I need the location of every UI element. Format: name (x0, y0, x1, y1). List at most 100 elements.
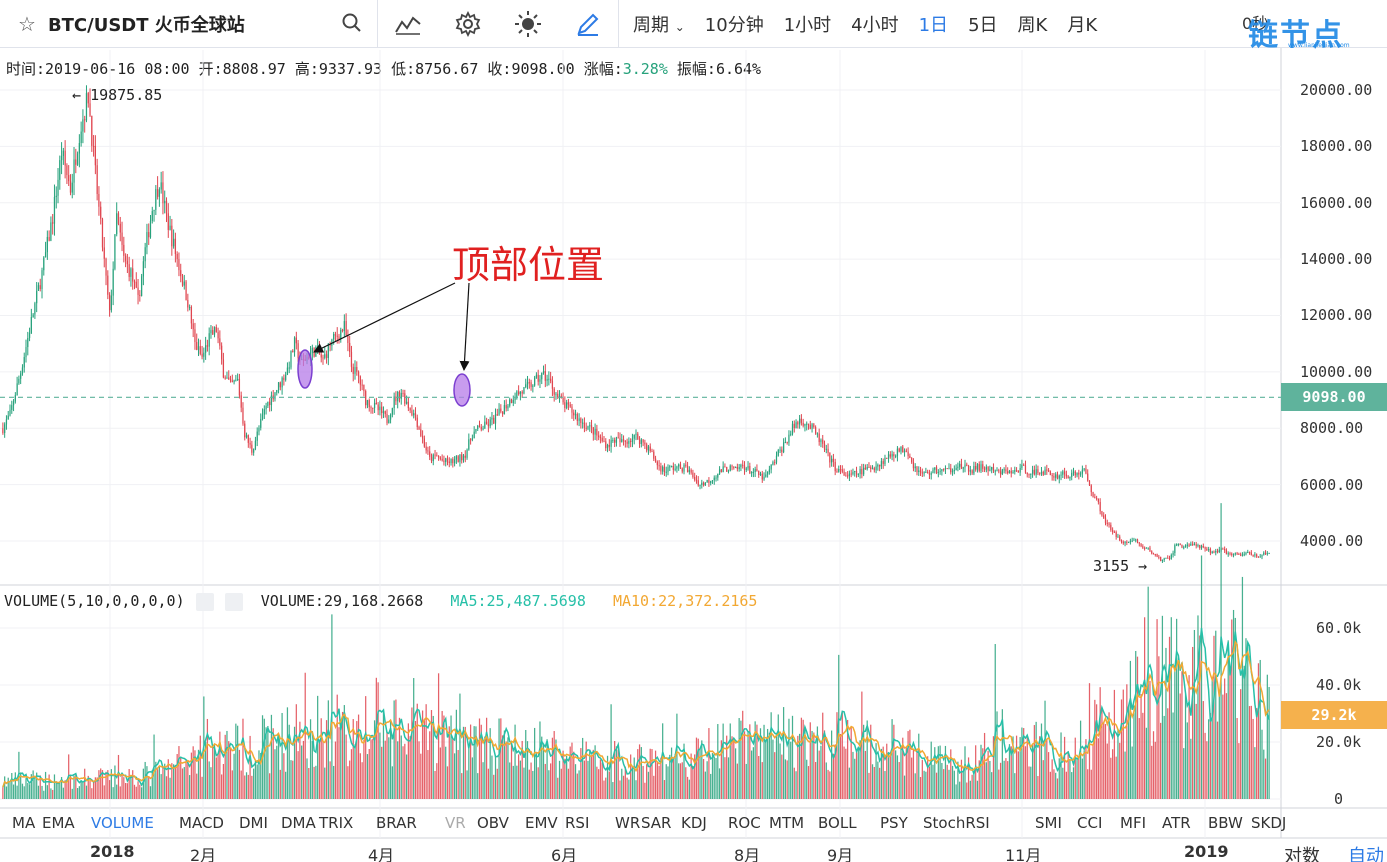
indicator-tab-boll[interactable]: BOLL (818, 814, 857, 832)
indicator-tab-mtm[interactable]: MTM (769, 814, 805, 832)
volume-bar (507, 737, 509, 799)
candle-body (124, 255, 127, 261)
volume-bar (1247, 642, 1249, 799)
volume-bar (875, 743, 877, 799)
period-week[interactable]: 周K (1017, 14, 1048, 36)
candle-body (372, 407, 374, 409)
indicator-tab-macd[interactable]: MACD (179, 814, 224, 832)
candle-body (373, 402, 376, 409)
indicator-tab-wr[interactable]: WR (615, 814, 641, 832)
candle-body (1049, 471, 1051, 476)
volume-bar (237, 725, 239, 799)
period-10min[interactable]: 10分钟 (704, 14, 764, 36)
time-axis[interactable]: 2018 2月 4月 6月 8月 9月 11月 2019 (0, 838, 1387, 862)
indicator-tab-skdj[interactable]: SKDJ (1251, 814, 1287, 832)
indicator-tab-smi[interactable]: SMI (1035, 814, 1062, 832)
candle-body (1108, 523, 1110, 525)
volume-bar (971, 774, 973, 799)
candle-body (73, 159, 75, 183)
period-month[interactable]: 月K (1067, 14, 1098, 36)
indicator-tab-stochrsi[interactable]: StochRSI (923, 814, 990, 832)
candle-body (183, 281, 185, 286)
candle-body (927, 471, 929, 474)
draw-pencil-icon[interactable] (558, 0, 618, 48)
volume-bar (41, 785, 43, 799)
favorite-star-icon[interactable]: ☆ (18, 11, 36, 36)
volume-bar (260, 752, 262, 799)
candle-body (37, 285, 40, 291)
candle-body (546, 378, 548, 381)
volume-close-icon[interactable] (224, 592, 243, 611)
indicator-tab-brar[interactable]: BRAR (376, 814, 417, 832)
candle-body (1097, 498, 1100, 502)
candle-body (1149, 547, 1151, 552)
period-5d[interactable]: 5日 (968, 14, 998, 36)
period-1h[interactable]: 1小时 (783, 14, 832, 36)
volume-settings-icon[interactable] (195, 592, 214, 611)
period-1d[interactable]: 1日 (918, 14, 949, 36)
candle-body (957, 466, 959, 468)
volume-bar (164, 763, 166, 799)
indicator-tab-cci[interactable]: CCI (1077, 814, 1103, 832)
candle-body (1078, 472, 1080, 475)
volume-bar (212, 747, 214, 799)
volume-bar (103, 785, 105, 799)
volume-bar (542, 743, 545, 799)
period-dropdown[interactable]: 周期 ⌄ (633, 14, 685, 36)
candle-body (1039, 473, 1041, 475)
volume-bar (1040, 723, 1043, 799)
volume-tick: 20.0k (1316, 733, 1362, 751)
candle-body (60, 155, 63, 161)
indicator-tab-dma[interactable]: DMA (281, 814, 316, 832)
volume-bar (1019, 737, 1021, 799)
volume-bar (94, 777, 96, 799)
indicator-tab-atr[interactable]: ATR (1162, 814, 1191, 832)
indicator-tab-emv[interactable]: EMV (525, 814, 558, 832)
indicator-tab-bbw[interactable]: BBW (1208, 814, 1243, 832)
indicator-tab-rsi[interactable]: RSI (565, 814, 590, 832)
candle-body (951, 470, 954, 473)
indicator-tab-sar[interactable]: SAR (641, 814, 672, 832)
log-scale-button[interactable]: 对数 (1284, 846, 1320, 862)
volume-bar (782, 707, 785, 799)
volume-bar (1101, 707, 1103, 799)
theme-sun-icon[interactable] (498, 0, 558, 48)
volume-bar (907, 731, 909, 799)
candle-body (1190, 543, 1192, 546)
candle-body (126, 260, 128, 265)
candle-body (1060, 474, 1062, 476)
indicator-tab-trix[interactable]: TRIX (319, 814, 354, 832)
volume-bar (765, 739, 767, 799)
indicator-tab-volume[interactable]: VOLUME (91, 814, 154, 832)
indicator-tab-vr[interactable]: VR (445, 814, 466, 832)
candle-body (662, 466, 664, 472)
indicator-tab-roc[interactable]: ROC (728, 814, 761, 832)
volume-bar (1010, 746, 1012, 799)
period-4h[interactable]: 4小时 (851, 14, 899, 36)
volume-bar (471, 757, 474, 799)
indicator-tab-ema[interactable]: EMA (42, 814, 75, 832)
indicator-tab-psy[interactable]: PSY (880, 814, 908, 832)
candle-body (171, 225, 173, 247)
volume-bar (1135, 650, 1137, 799)
search-icon[interactable] (341, 12, 363, 38)
indicator-chart-icon[interactable] (378, 0, 438, 48)
volume-bar (137, 781, 139, 799)
volume-bar (119, 786, 121, 799)
candle-body (224, 377, 226, 379)
indicator-tab-mfi[interactable]: MFI (1120, 814, 1146, 832)
volume-bar (1113, 689, 1116, 799)
settings-gear-icon[interactable] (438, 0, 498, 48)
indicator-tab-kdj[interactable]: KDJ (681, 814, 707, 832)
auto-scale-button[interactable]: 自动 (1348, 846, 1384, 862)
candle-body (583, 422, 586, 428)
volume-bar (1008, 744, 1011, 799)
symbol-title[interactable]: BTC/USDT 火币全球站 (47, 14, 245, 36)
volume-bar (14, 772, 16, 799)
indicator-tab-obv[interactable]: OBV (477, 814, 509, 832)
indicator-tab-ma[interactable]: MA (12, 814, 36, 832)
volume-bar (446, 766, 449, 799)
indicator-tab-dmi[interactable]: DMI (239, 814, 268, 832)
time-value: 2019-06-16 08:00 (45, 60, 190, 78)
